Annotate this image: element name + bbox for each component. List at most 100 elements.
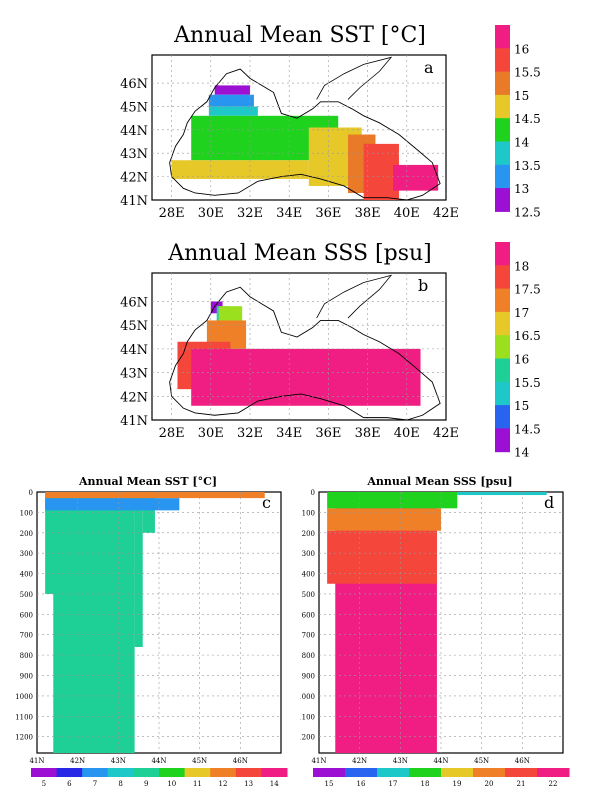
y-tick-label: 41N bbox=[120, 414, 148, 429]
gridlines bbox=[152, 55, 446, 200]
colorbar-label: 16 bbox=[514, 42, 529, 56]
field-layer bbox=[45, 492, 265, 753]
colorbar-label: 17.5 bbox=[514, 283, 541, 297]
chart-title: Annual Mean SSS [psu] bbox=[366, 475, 512, 488]
colorbar-swatch bbox=[159, 768, 186, 777]
y-tick-label: 500 bbox=[20, 591, 33, 599]
x-tick-label: 34E bbox=[276, 206, 302, 221]
coastline-azov bbox=[316, 56, 393, 100]
colorbar-swatch bbox=[495, 335, 510, 359]
x-tick-label: 40E bbox=[394, 426, 420, 441]
colorbar-swatch bbox=[495, 428, 510, 453]
coastline bbox=[169, 56, 441, 201]
y-tick-label: 200 bbox=[302, 530, 315, 538]
colorbar: 5 6 7 8 9 10 11 12 13 14 bbox=[31, 768, 288, 788]
field-cell bbox=[53, 492, 135, 753]
colorbar-swatch bbox=[56, 768, 83, 777]
colorbar-label: 15.5 bbox=[514, 376, 541, 390]
y-tick-label: 45N bbox=[120, 319, 148, 334]
y-tick-label: 900 bbox=[20, 673, 33, 681]
x-tick-label: 32E bbox=[237, 206, 263, 221]
colorbar-swatch bbox=[495, 188, 510, 212]
x-tick-label: 32E bbox=[237, 426, 263, 441]
y-tick-label: 46N bbox=[120, 77, 148, 92]
panel-c-sst-section: Annual Mean SST [°C] 41N 42N 43N 44N 45N 46N … bbox=[0, 460, 300, 800]
y-tick-label: 300 bbox=[20, 550, 33, 558]
colorbar-swatch bbox=[210, 768, 237, 777]
sss-map-chart: Annual Mean SSS [psu] 28E 30E 32E 34E 36E 38E… bbox=[120, 241, 541, 460]
colorbar-label: 17 bbox=[389, 780, 398, 788]
colorbar-swatch bbox=[495, 118, 510, 142]
colorbar-swatch bbox=[313, 768, 346, 777]
x-tick-label: 45N bbox=[192, 757, 207, 765]
colorbar-label: 16 bbox=[357, 780, 366, 788]
colorbar-swatch bbox=[409, 768, 442, 777]
y-tick-labels: 41N 42N 43N 44N 45N 46N bbox=[120, 77, 148, 209]
x-tick-labels: 28E 30E 32E 34E 36E 38E 40E 42E bbox=[159, 426, 459, 441]
field-cell bbox=[191, 348, 421, 406]
colorbar-swatch bbox=[495, 381, 510, 406]
colorbar-swatch bbox=[495, 141, 510, 166]
field-cell bbox=[45, 498, 180, 511]
colorbar-swatch bbox=[495, 25, 510, 49]
x-tick-labels: 41N 42N 43N 44N 45N 46N bbox=[311, 757, 529, 765]
panel-d-sss-section: Annual Mean SSS [psu] 41N 42N 43N 44N 45N 46N… bbox=[297, 460, 600, 800]
colorbar-label: 14 bbox=[514, 136, 530, 150]
y-tick-label: 800 bbox=[20, 652, 33, 660]
panel-label: a bbox=[424, 58, 434, 77]
colorbar-swatch bbox=[261, 768, 288, 777]
colorbar-swatch bbox=[495, 71, 510, 96]
y-tick-label: 0 bbox=[29, 489, 33, 497]
x-tick-label: 42N bbox=[352, 757, 367, 765]
panel-b-sss-map: Annual Mean SSS [psu] 28E 30E 32E 34E 36E 38E… bbox=[0, 225, 600, 460]
y-tick-label: 400 bbox=[20, 571, 33, 579]
x-tick-labels: 28E 30E 32E 34E 36E 38E 40E 42E bbox=[159, 206, 459, 221]
y-tick-label: 1000 bbox=[15, 693, 33, 701]
colorbar-swatch bbox=[495, 405, 510, 429]
x-tick-label: 28E bbox=[159, 206, 185, 221]
y-tick-label: 300 bbox=[302, 550, 315, 558]
colorbar-label: 13.5 bbox=[514, 159, 541, 173]
field-cell bbox=[171, 160, 309, 179]
colorbar: 18 17.5 17 16.5 16 15.5 15 14.5 14 bbox=[495, 242, 541, 460]
y-tick-label: 45N bbox=[120, 100, 148, 115]
colorbar-label: 14.5 bbox=[514, 422, 541, 436]
x-tick-label: 34E bbox=[276, 426, 302, 441]
colorbar-label: 20 bbox=[485, 780, 494, 788]
x-tick-label: 42E bbox=[433, 206, 459, 221]
y-tick-label: 600 bbox=[20, 611, 33, 619]
y-tick-labels: 0 100 200 300 400 500 600 700 800 900 1000 1100 1200 bbox=[297, 489, 315, 742]
x-tick-label: 38E bbox=[355, 426, 381, 441]
x-tick-label: 28E bbox=[159, 426, 185, 441]
colorbar-swatch bbox=[495, 358, 510, 383]
y-tick-label: 43N bbox=[120, 367, 148, 382]
x-tick-label: 42E bbox=[433, 426, 459, 441]
colorbar-swatch bbox=[473, 768, 506, 777]
gridlines bbox=[37, 492, 281, 753]
colorbar-label: 15 bbox=[514, 89, 529, 103]
colorbar-swatch bbox=[107, 768, 134, 777]
coastline-azov bbox=[316, 274, 393, 319]
x-tick-label: 38E bbox=[355, 206, 381, 221]
colorbar-label: 8 bbox=[118, 780, 122, 788]
field-cell bbox=[134, 492, 143, 647]
x-tick-label: 36E bbox=[315, 426, 341, 441]
y-tick-label: 600 bbox=[302, 611, 315, 619]
y-tick-labels: 41N 42N 43N 44N 45N 46N bbox=[120, 295, 148, 429]
colorbar-swatch bbox=[495, 164, 510, 189]
field-cell bbox=[327, 508, 441, 531]
x-tick-label: 36E bbox=[315, 206, 341, 221]
chart-title: Annual Mean SST [°C] bbox=[78, 475, 217, 488]
y-tick-label: 1200 bbox=[300, 734, 315, 742]
colorbar: 15 16 17 18 19 20 21 22 bbox=[313, 768, 570, 788]
colorbar-label: 22 bbox=[549, 780, 558, 788]
x-tick-label: 30E bbox=[198, 206, 224, 221]
y-tick-label: 41N bbox=[120, 194, 148, 209]
colorbar-label: 14.5 bbox=[514, 112, 541, 126]
colorbar-swatch bbox=[495, 265, 510, 290]
colorbar-label: 12 bbox=[219, 780, 228, 788]
y-tick-label: 1100 bbox=[300, 713, 315, 721]
x-tick-label: 43N bbox=[393, 757, 408, 765]
gridlines bbox=[152, 273, 446, 420]
colorbar-swatch bbox=[505, 768, 538, 777]
